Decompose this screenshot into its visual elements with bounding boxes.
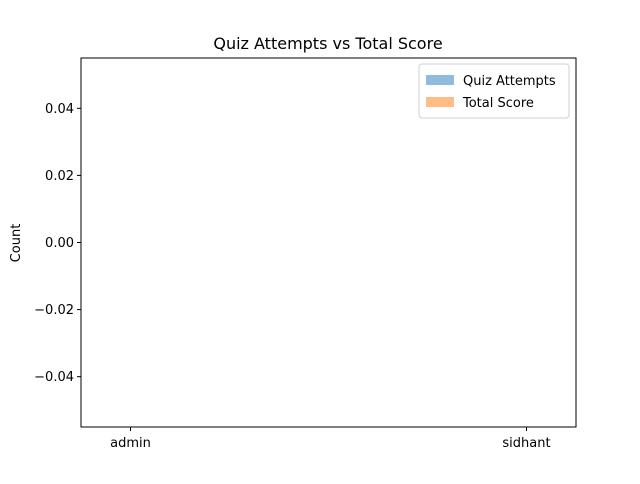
chart-title: Quiz Attempts vs Total Score: [213, 34, 442, 53]
y-axis-ticks: 0.04 0.02 0.00 −0.02 −0.04: [34, 102, 81, 385]
y-tick-label: 0.04: [45, 102, 74, 117]
legend-swatch: [426, 97, 454, 107]
y-tick-label: −0.04: [34, 370, 74, 385]
legend: Quiz Attempts Total Score: [418, 63, 570, 119]
y-tick-label: 0.00: [45, 236, 74, 251]
x-axis-ticks: admin sidhant: [110, 427, 551, 451]
legend-swatch: [426, 75, 454, 85]
x-tick-label: sidhant: [502, 436, 550, 451]
y-axis-label: Count: [9, 224, 24, 263]
y-tick-label: −0.02: [34, 303, 74, 318]
legend-label: Quiz Attempts: [463, 74, 556, 89]
legend-label: Total Score: [462, 96, 534, 111]
legend-frame: [418, 63, 570, 119]
x-tick-label: admin: [110, 436, 151, 451]
y-tick-label: 0.02: [45, 169, 74, 184]
